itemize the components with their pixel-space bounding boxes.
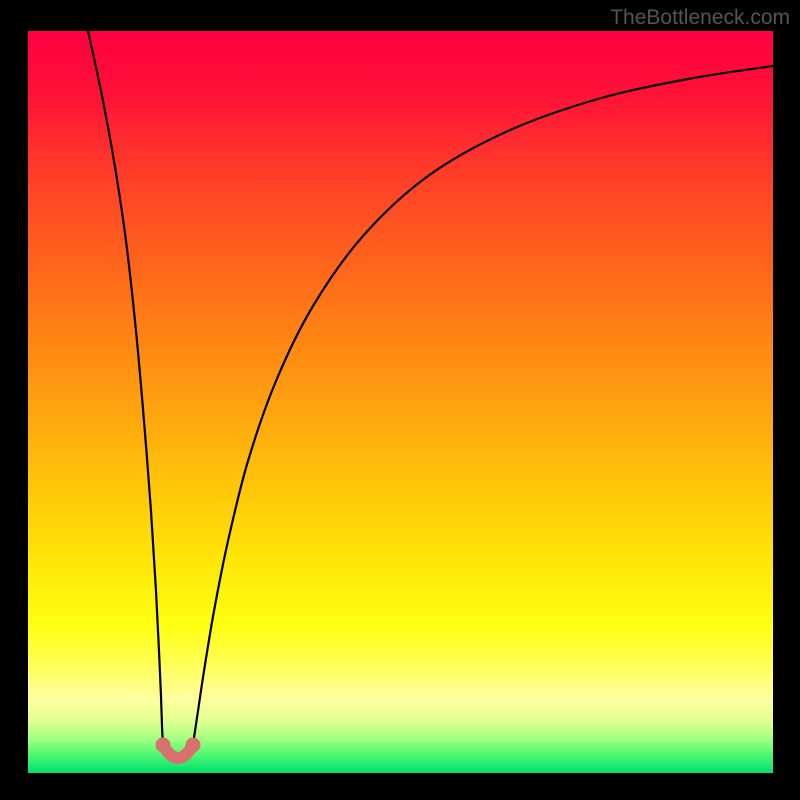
endpoint-marker-0 (156, 738, 171, 753)
curve-layer (28, 31, 773, 773)
endpoint-marker-1 (186, 738, 201, 753)
curve-right-branch (193, 66, 773, 745)
chart-container: TheBottleneck.com (0, 0, 800, 800)
curve-left-branch (88, 31, 163, 745)
plot-area (28, 31, 773, 773)
watermark-text: TheBottleneck.com (610, 6, 790, 30)
